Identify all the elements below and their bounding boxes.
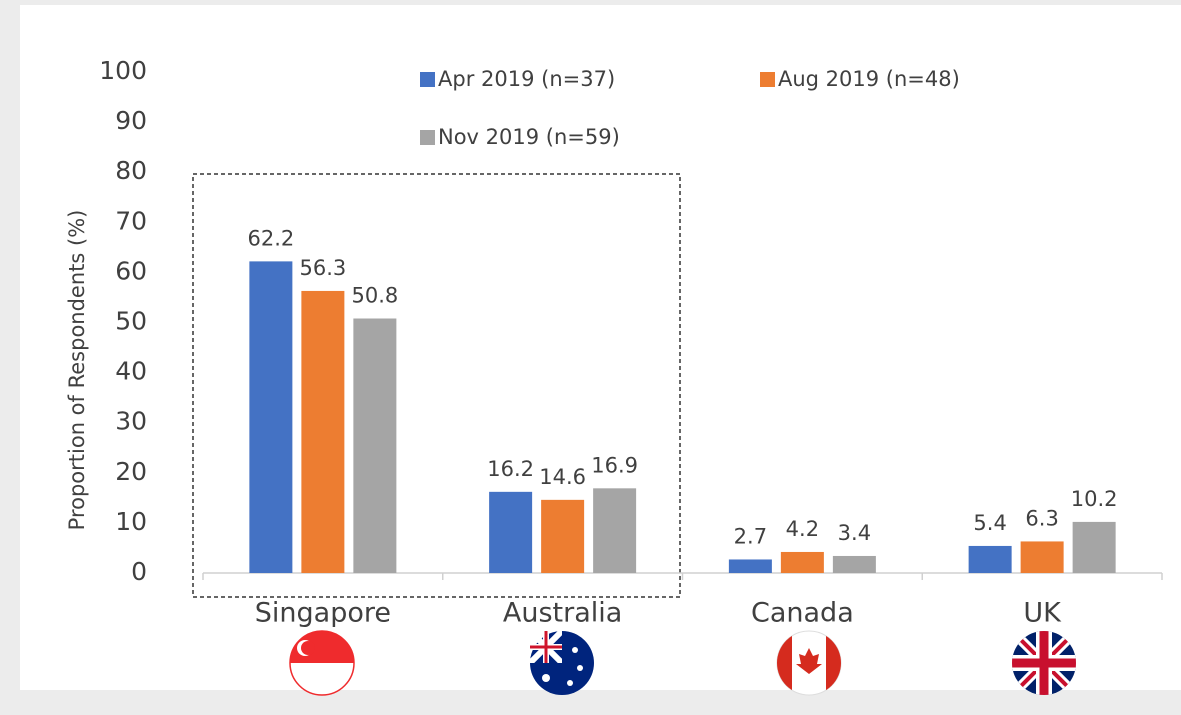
data-label: 50.8 xyxy=(351,283,398,307)
bar xyxy=(301,290,345,573)
data-label: 10.2 xyxy=(1071,487,1118,511)
bar xyxy=(780,551,824,573)
data-label: 3.4 xyxy=(838,521,871,545)
data-label: 2.7 xyxy=(734,524,767,548)
y-tick-label: 40 xyxy=(115,357,147,386)
legend-swatch xyxy=(420,130,435,145)
bar xyxy=(541,499,585,573)
bar xyxy=(1020,541,1064,573)
data-label: 16.9 xyxy=(591,453,638,477)
data-label: 16.2 xyxy=(487,457,534,481)
bar xyxy=(593,488,637,573)
y-tick-label: 90 xyxy=(115,106,147,135)
x-tick-label: Singapore xyxy=(255,598,391,629)
y-tick-label: 20 xyxy=(115,457,147,486)
x-tick-label: Australia xyxy=(503,598,622,629)
data-label: 5.4 xyxy=(973,511,1006,535)
legend-label: Apr 2019 (n=37) xyxy=(438,67,615,91)
data-label: 56.3 xyxy=(299,256,346,280)
legend-swatch xyxy=(420,72,435,87)
bar xyxy=(1072,521,1116,573)
data-label: 14.6 xyxy=(539,465,586,489)
y-axis-label: Proportion of Respondents (%) xyxy=(65,210,89,531)
y-tick-label: 60 xyxy=(115,256,147,285)
x-tick-label: Canada xyxy=(751,598,854,629)
x-tick-label: UK xyxy=(1023,598,1062,629)
y-tick-label: 100 xyxy=(99,56,147,85)
data-label: 6.3 xyxy=(1025,506,1058,530)
y-tick-label: 30 xyxy=(115,407,147,436)
bar xyxy=(489,491,533,573)
flag-australia xyxy=(530,631,594,695)
legend-swatch xyxy=(760,72,775,87)
bar xyxy=(832,555,876,573)
legend-label: Nov 2019 (n=59) xyxy=(438,125,620,149)
bar xyxy=(968,545,1012,573)
y-tick-label: 0 xyxy=(131,557,147,586)
legend-label: Aug 2019 (n=48) xyxy=(778,67,960,91)
data-label: 4.2 xyxy=(786,517,819,541)
y-tick-label: 80 xyxy=(115,156,147,185)
y-tick-label: 10 xyxy=(115,507,147,536)
bar xyxy=(728,559,772,573)
bar xyxy=(249,261,293,573)
y-tick-label: 50 xyxy=(115,307,147,336)
panel xyxy=(20,5,1181,690)
y-tick-label: 70 xyxy=(115,206,147,235)
bar xyxy=(353,318,397,573)
data-label: 62.2 xyxy=(247,226,294,250)
flag-canada xyxy=(776,630,842,696)
